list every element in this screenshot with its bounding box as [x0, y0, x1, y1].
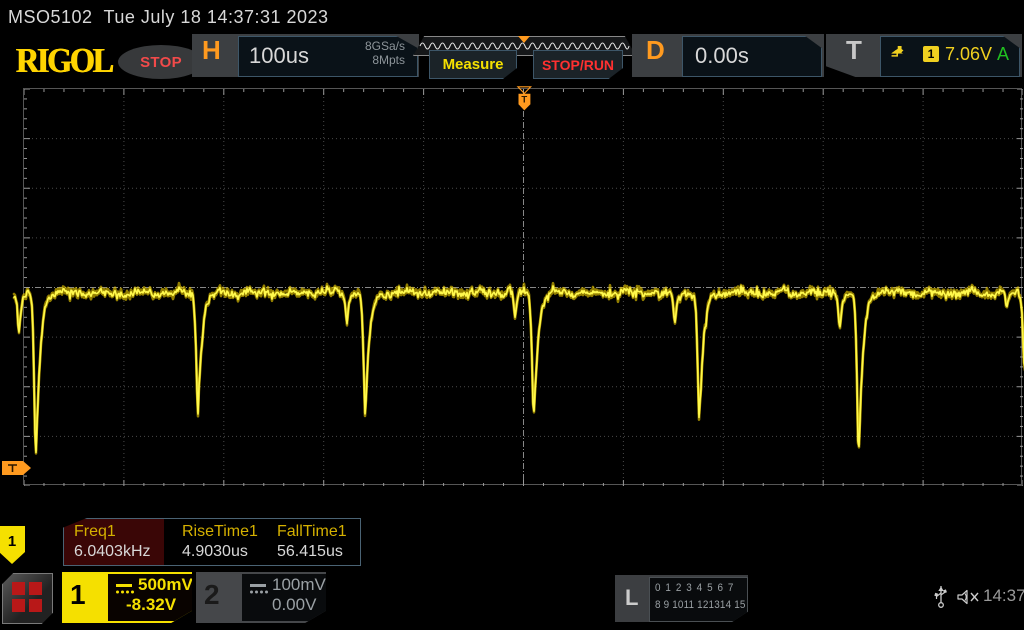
- svg-text:1: 1: [8, 533, 16, 550]
- svg-text:T: T: [521, 95, 527, 106]
